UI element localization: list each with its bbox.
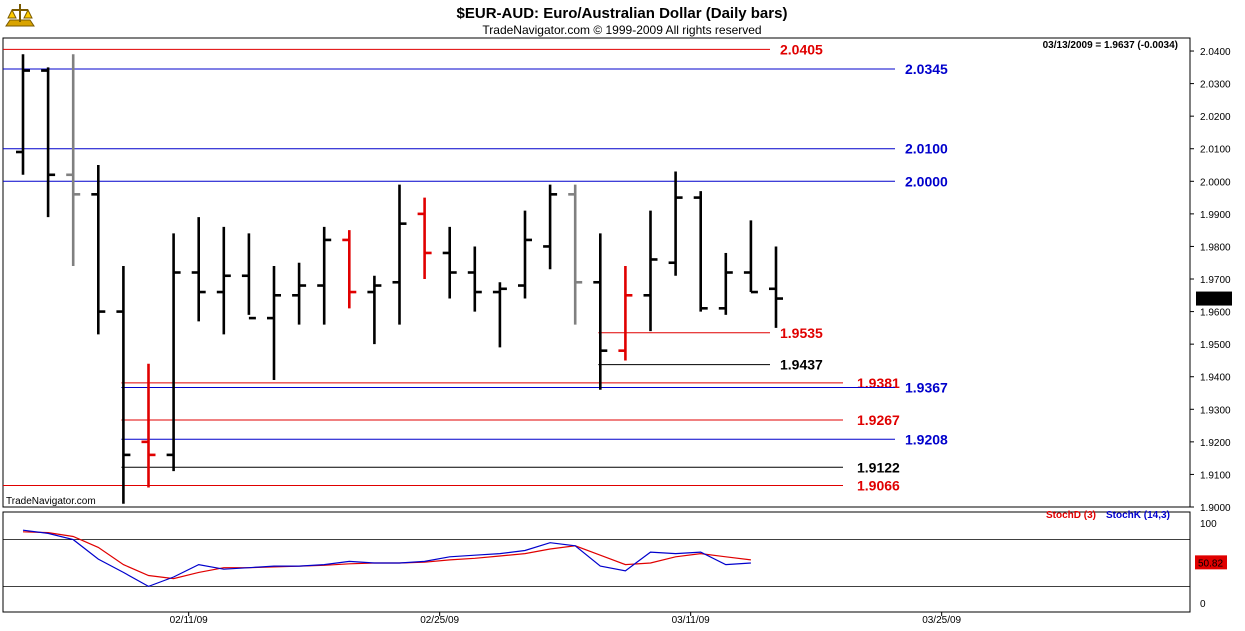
ohlc-bar	[467, 246, 482, 312]
logo-mast	[12, 4, 28, 22]
chart-subtitle: TradeNavigator.com © 1999-2009 All right…	[482, 23, 761, 37]
y-tick-label: 1.9300	[1200, 405, 1231, 416]
watermark-text: TradeNavigator.com	[6, 496, 96, 507]
x-tick-label: 03/11/09	[672, 615, 711, 626]
ohlc-bar	[392, 184, 407, 325]
ohlc-bar	[317, 226, 332, 325]
ohlc-bar	[66, 54, 81, 266]
x-tick-label: 03/25/09	[922, 615, 961, 626]
x-tick-label: 02/25/09	[420, 615, 459, 626]
level-label: 2.0000	[905, 173, 948, 189]
ohlc-bar	[116, 265, 131, 504]
ohlc-bar	[191, 217, 206, 322]
level-label: 1.9208	[905, 431, 948, 447]
logo-base	[5, 19, 35, 27]
level-label: 2.0345	[905, 61, 948, 77]
price-panel	[2, 37, 1191, 508]
stoch-tick-100: 100	[1200, 519, 1217, 530]
ohlc-bar	[593, 233, 608, 390]
ohlc-bar	[518, 210, 532, 299]
ohlc-bar	[367, 275, 382, 345]
stoch-k-legend: StochK (14,3)	[1106, 510, 1170, 521]
level-label: 2.0405	[780, 41, 823, 57]
ohlc-bar	[668, 171, 683, 276]
y-tick-label: 2.0100	[1200, 145, 1231, 156]
stoch-tick-0: 0	[1200, 599, 1206, 610]
ohlc-bar	[743, 220, 758, 294]
stoch-k-line	[22, 529, 751, 588]
ohlc-bar	[16, 54, 30, 175]
y-tick-label: 1.9800	[1200, 242, 1231, 253]
trade-navigator-logo-icon	[5, 4, 35, 27]
y-tick-label: 2.0200	[1200, 112, 1231, 123]
level-label: 1.9381	[857, 375, 900, 391]
ohlc-bar	[568, 184, 583, 325]
stoch-d-legend: StochD (3)	[1046, 510, 1096, 521]
ohlc-bar	[492, 282, 507, 348]
ohlc-bar	[618, 265, 633, 361]
stoch-panel	[2, 511, 1191, 613]
level-label: 1.9122	[857, 459, 900, 475]
last-price-label: 1.9637	[1199, 295, 1230, 306]
ohlc-bar	[292, 262, 307, 325]
ohlc-bar	[141, 363, 156, 488]
ohlc-bar	[643, 210, 658, 332]
ohlc-bar	[718, 252, 733, 315]
y-tick-label: 1.9900	[1200, 210, 1231, 221]
y-tick-label: 1.9000	[1200, 503, 1231, 514]
ohlc-bar	[267, 265, 281, 380]
ohlc-bar	[41, 67, 56, 218]
y-tick-label: 1.9100	[1200, 470, 1231, 481]
logo-pans	[7, 8, 33, 19]
quote-readout: 03/13/2009 = 1.9637 (-0.0034)	[1043, 40, 1178, 51]
y-tick-label: 1.9600	[1200, 308, 1231, 319]
stoch-value-label: 50.82	[1198, 558, 1223, 569]
y-tick-label: 1.9500	[1200, 340, 1231, 351]
chart-title: $EUR-AUD: Euro/Australian Dollar (Daily …	[457, 5, 788, 22]
level-label: 2.0100	[905, 141, 948, 157]
last-price-box	[1196, 291, 1232, 306]
ohlc-bar	[417, 197, 432, 280]
x-tick-label: 02/11/09	[170, 615, 209, 626]
level-label: 1.9367	[905, 379, 948, 395]
y-tick-label: 2.0400	[1200, 47, 1231, 58]
ohlc-bar	[166, 233, 181, 472]
ohlc-bar	[442, 226, 457, 299]
ohlc-bar	[543, 184, 558, 270]
y-tick-label: 1.9200	[1200, 438, 1231, 449]
ohlc-bar	[91, 165, 106, 335]
y-tick-label: 1.9400	[1200, 373, 1231, 384]
level-label: 1.9267	[857, 412, 900, 428]
level-label: 1.9066	[857, 478, 900, 494]
stoch-value-box	[1195, 555, 1227, 570]
level-label: 1.9535	[780, 325, 823, 341]
ohlc-bar	[693, 191, 708, 312]
ohlc-bar	[342, 230, 357, 309]
y-tick-label: 2.0000	[1200, 177, 1231, 188]
ohlc-bar	[769, 246, 783, 328]
ohlc-bar	[216, 226, 231, 335]
level-label: 1.9437	[780, 357, 823, 373]
y-tick-label: 2.0300	[1200, 80, 1231, 91]
ohlc-bar	[241, 233, 256, 320]
y-tick-label: 1.9700	[1200, 275, 1231, 286]
